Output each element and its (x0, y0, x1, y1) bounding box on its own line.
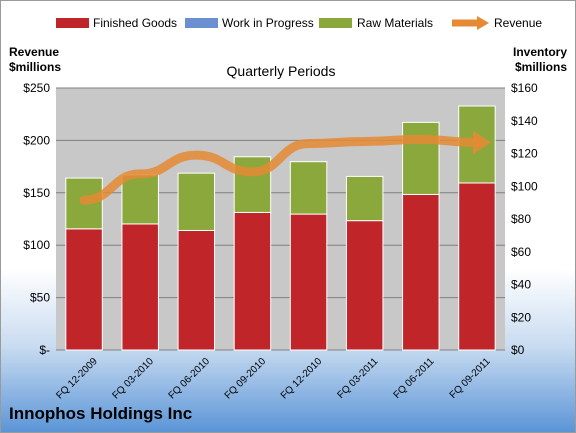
right-tick-label: $160 (511, 81, 538, 95)
right-tick-label: $60 (511, 245, 531, 259)
left-tick-label: $- (39, 343, 50, 357)
bar-finished-goods (345, 220, 384, 351)
left-tick-label: $50 (30, 291, 50, 305)
x-tick-label: FQ 03-2010 (110, 356, 156, 402)
legend-arrow-revenue (477, 16, 489, 30)
chart-title: Quarterly Periods (227, 63, 336, 79)
x-tick-label: FQ 03-2011 (335, 356, 380, 401)
bar-raw-materials (289, 161, 328, 215)
left-tick-label: $200 (23, 133, 50, 147)
x-tick-label: FQ 09-2010 (223, 356, 269, 402)
bar-finished-goods (65, 228, 103, 351)
right-tick-label: $80 (511, 212, 531, 226)
right-tick-label: $20 (511, 310, 531, 324)
legend-label-work-in-progress: Work in Progress (222, 16, 314, 30)
right-tick-label: $100 (511, 179, 538, 193)
bar-finished-goods (458, 182, 496, 351)
x-tick-label: FQ 06-2011 (392, 356, 437, 401)
legend-label-raw-materials: Raw Materials (357, 16, 433, 30)
legend-swatch-work-in-progress (185, 18, 218, 28)
right-tick-label: $140 (511, 114, 538, 128)
x-tick-label: FQ 09-2011 (448, 356, 493, 401)
left-tick-label: $150 (23, 186, 50, 200)
bar-finished-goods (289, 213, 328, 351)
right-tick-label: $40 (511, 278, 531, 292)
x-tick-label: FQ 12-2010 (279, 356, 325, 402)
right-axis-ticks: $0 $20 $40 $60 $80 $100 $120 $140 $160 (511, 81, 538, 357)
legend: Finished Goods Work in Progress Raw Mate… (56, 16, 542, 30)
bar-finished-goods (121, 223, 159, 351)
x-tick-label: FQ 12-2009 (54, 356, 100, 402)
revenue-line (79, 130, 491, 205)
right-axis-label-line1: Inventory (513, 45, 567, 59)
left-axis-label-line2: $millions (9, 60, 61, 74)
bar-raw-materials (177, 172, 216, 231)
legend-label-finished-goods: Finished Goods (93, 16, 177, 30)
x-axis-ticks: FQ 12-2009 FQ 03-2010 FQ 06-2010 FQ 09-2010… (54, 356, 493, 402)
legend-swatch-finished-goods (56, 18, 89, 28)
legend-swatch-raw-materials (319, 18, 352, 28)
right-axis-label-line2: $millions (515, 60, 567, 74)
left-axis-ticks: $- $50 $100 $150 $200 $250 (23, 81, 50, 357)
bar-finished-goods (402, 193, 440, 351)
bars (65, 105, 496, 351)
right-tick-label: $0 (511, 343, 525, 357)
bar-finished-goods (177, 229, 216, 351)
bar-raw-materials (345, 175, 384, 222)
bar-raw-materials (402, 121, 440, 195)
left-tick-label: $250 (23, 81, 50, 95)
bar-raw-materials (121, 174, 159, 225)
revenue-line-arrow (472, 130, 491, 155)
x-tick-label: FQ 06-2010 (167, 356, 213, 402)
bar-finished-goods (233, 211, 272, 351)
left-tick-label: $100 (23, 238, 50, 252)
company-name: Innophos Holdings Inc (9, 404, 192, 423)
right-tick-label: $120 (511, 147, 538, 161)
legend-label-revenue: Revenue (494, 16, 542, 30)
left-axis-label-line1: Revenue (9, 45, 59, 59)
